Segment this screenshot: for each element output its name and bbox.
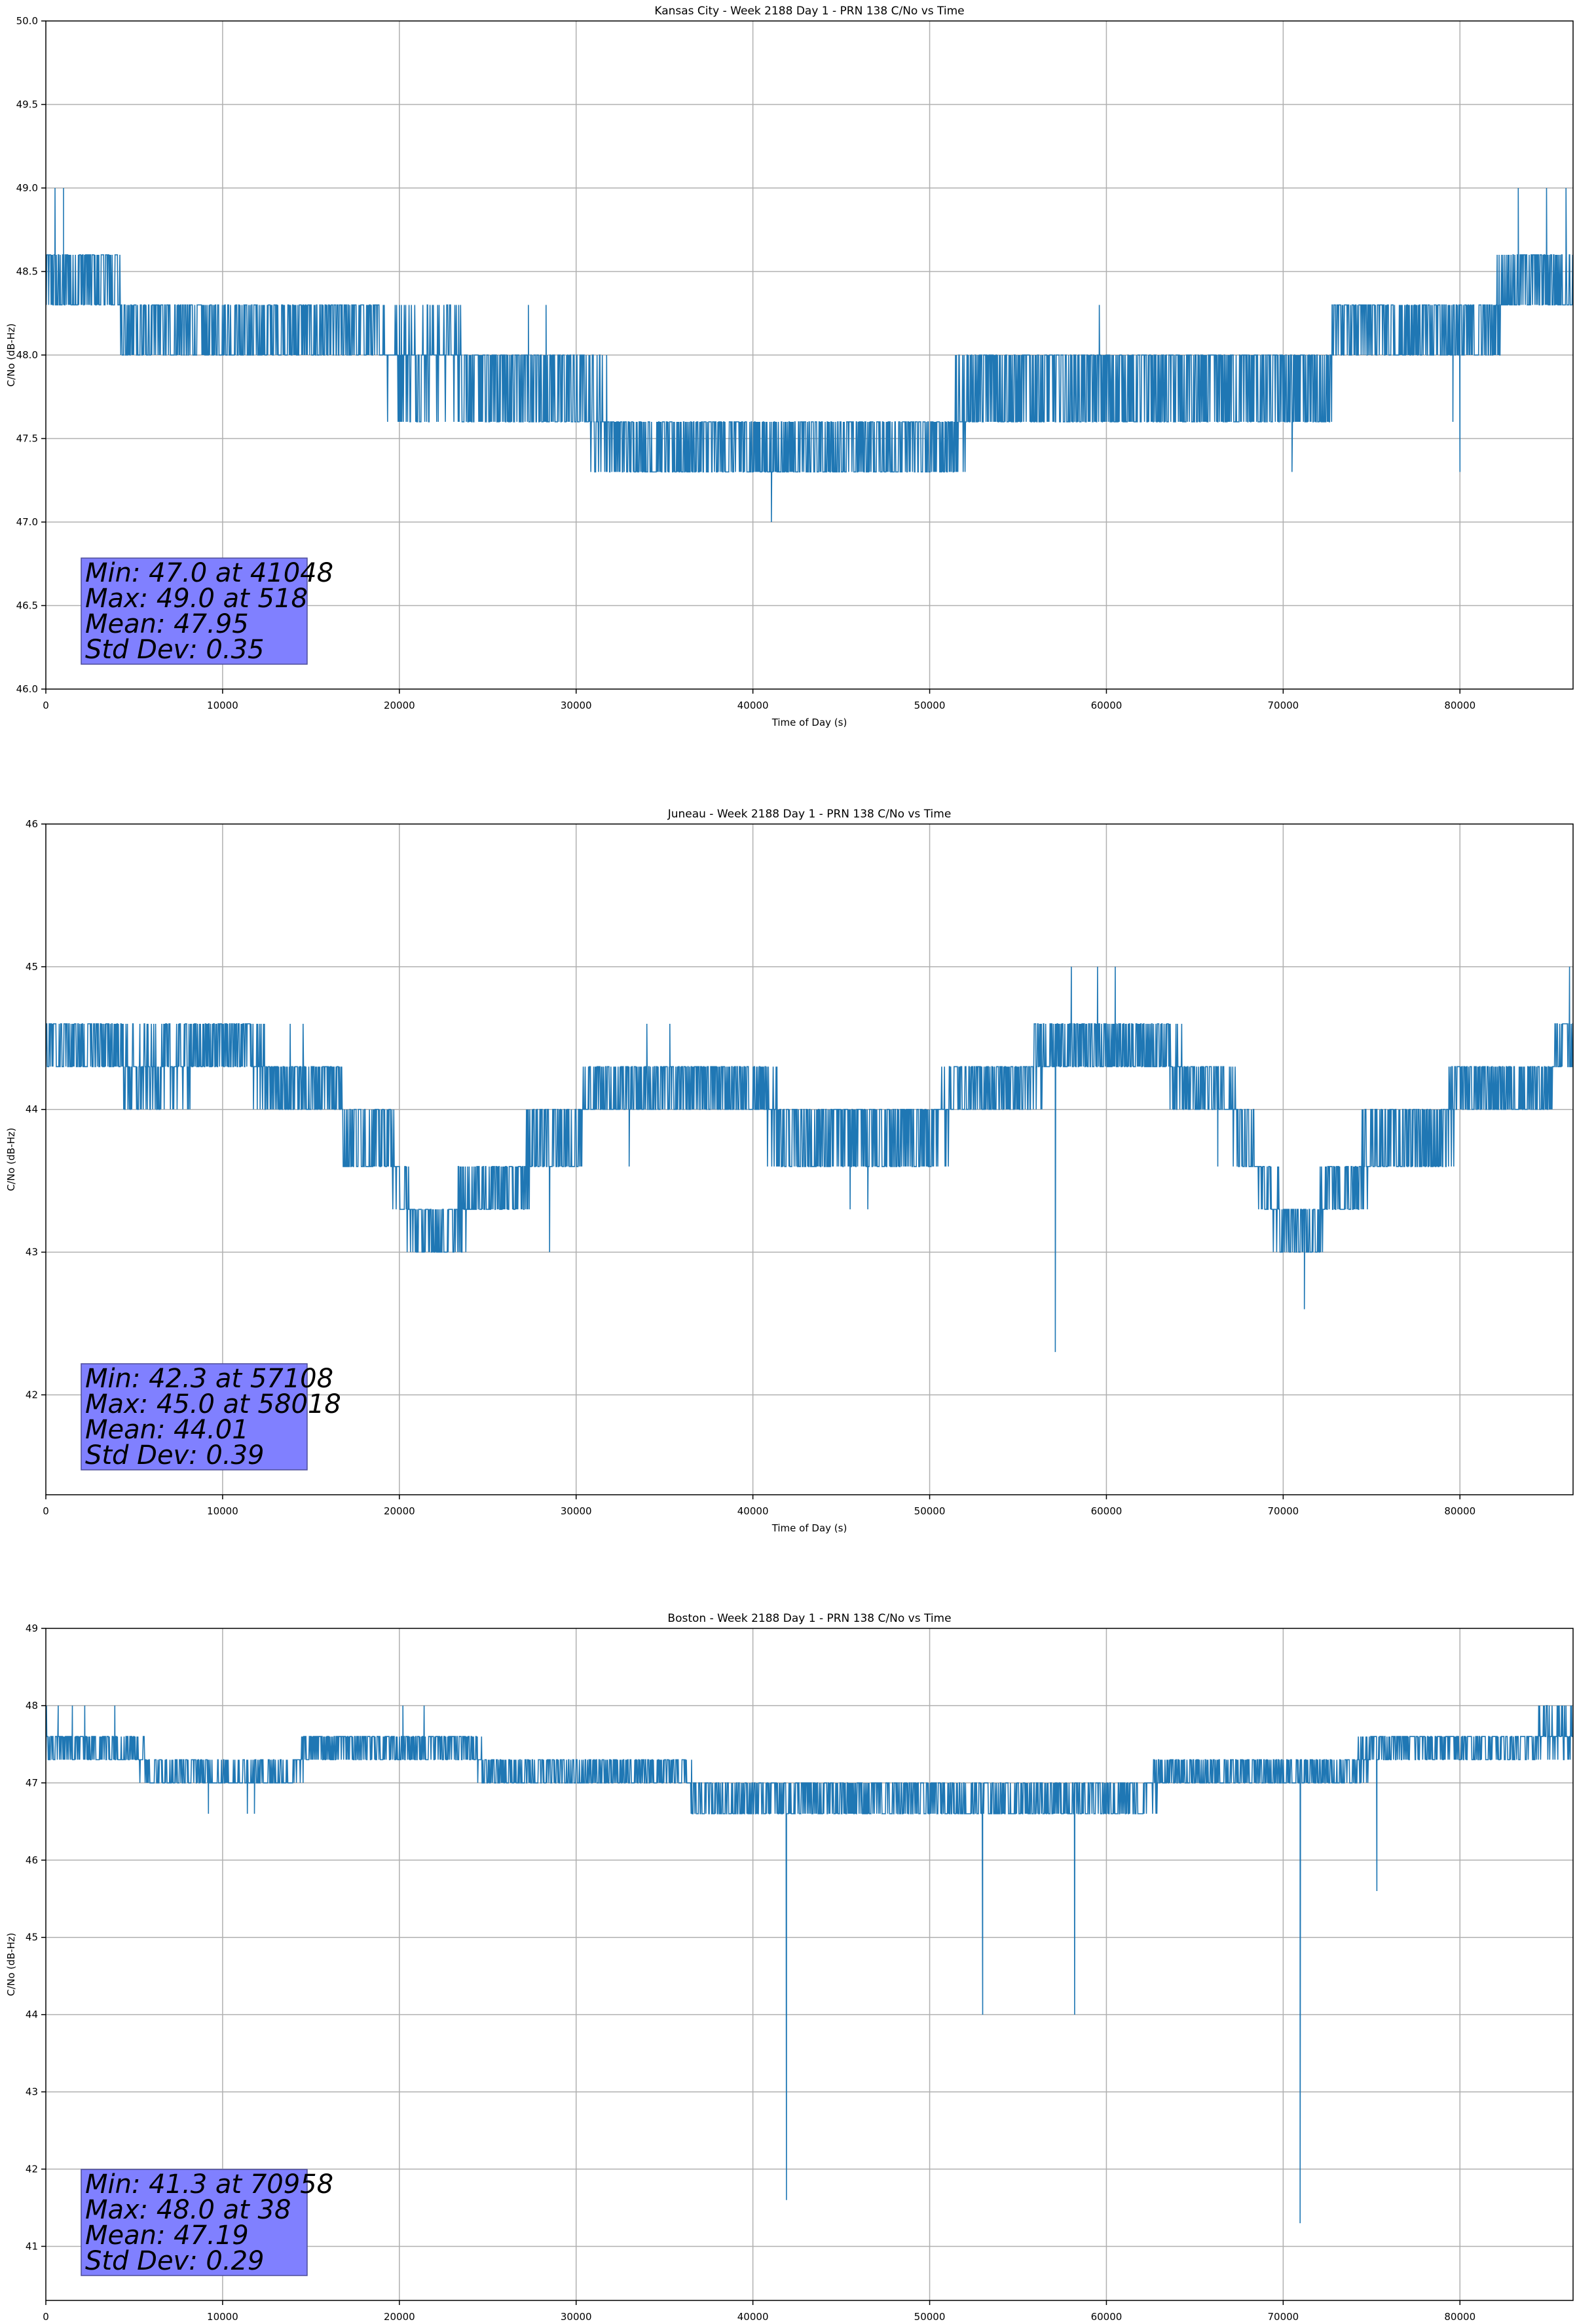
series-line xyxy=(46,966,1573,1353)
x-tick-label: 70000 xyxy=(1267,700,1299,711)
stats-line: Mean: 47.95 xyxy=(85,609,249,639)
plot-frame xyxy=(45,823,1574,1495)
stats-line: Std Dev: 0.35 xyxy=(85,635,265,665)
chart-title: Juneau - Week 2188 Day 1 - PRN 138 C/No … xyxy=(667,808,952,821)
y-tick-label: 49.0 xyxy=(16,182,38,194)
chart-1: 0 10000 20000 30000 40000 50000 60000 70000 8000… xyxy=(5,808,1574,1534)
stats-line: Std Dev: 0.29 xyxy=(85,2246,265,2276)
y-tick-label: 41 xyxy=(26,2240,38,2252)
stats-box xyxy=(81,2169,308,2276)
stats-line: Max: 48.0 at 38 xyxy=(85,2195,291,2225)
y-tick-label: 43 xyxy=(26,2086,38,2098)
y-tick-label: 42 xyxy=(26,2164,38,2175)
stats-line: Mean: 47.19 xyxy=(85,2221,249,2251)
y-axis-label: C/No (dB-Hz) xyxy=(5,1128,17,1191)
chart-2: 0 10000 20000 30000 40000 50000 60000 70000 8000… xyxy=(5,1612,1574,2323)
x-tick-label: 10000 xyxy=(207,2311,238,2323)
x-tick-label: 60000 xyxy=(1091,1505,1122,1517)
x-tick-label: 60000 xyxy=(1091,700,1122,711)
y-tick-label: 43 xyxy=(26,1246,38,1258)
y-tick-label: 44 xyxy=(26,1104,38,1115)
series-line xyxy=(46,187,1573,523)
y-tick-label: 46 xyxy=(26,1854,38,1866)
x-tick-label: 0 xyxy=(43,1505,49,1517)
x-tick-label: 80000 xyxy=(1444,1505,1475,1517)
x-tick-label: 40000 xyxy=(737,1505,769,1517)
y-axis-label: C/No (dB-Hz) xyxy=(5,324,17,387)
y-tick-label: 47.5 xyxy=(16,433,38,445)
y-tick-label: 46 xyxy=(26,818,38,830)
x-tick-label: 30000 xyxy=(561,700,592,711)
x-tick-label: 80000 xyxy=(1444,700,1475,711)
x-axis-label: Time of Day (s) xyxy=(771,717,847,728)
x-tick-label: 20000 xyxy=(384,1505,415,1517)
y-tick-label: 47 xyxy=(26,1777,38,1789)
y-tick-label: 46.5 xyxy=(16,600,38,612)
y-tick-label: 44 xyxy=(26,2009,38,2021)
stats-line: Max: 45.0 at 58018 xyxy=(85,1389,341,1419)
y-tick-label: 46.0 xyxy=(16,683,38,695)
x-tick-label: 20000 xyxy=(384,2311,415,2323)
y-tick-label: 42 xyxy=(26,1389,38,1400)
x-tick-label: 40000 xyxy=(737,2311,769,2323)
y-tick-label: 47.0 xyxy=(16,516,38,528)
x-tick-label: 40000 xyxy=(737,700,769,711)
x-tick-label: 0 xyxy=(43,700,49,711)
stats-line: Std Dev: 0.39 xyxy=(85,1440,265,1471)
series-line xyxy=(46,1705,1573,2224)
y-tick-label: 45 xyxy=(26,1932,38,1943)
y-tick-label: 50.0 xyxy=(16,15,38,27)
y-tick-label: 48.0 xyxy=(16,349,38,361)
x-tick-label: 0 xyxy=(43,2311,49,2323)
x-tick-label: 60000 xyxy=(1091,2311,1122,2323)
x-tick-label: 50000 xyxy=(914,1505,946,1517)
stats-line: Min: 47.0 at 41048 xyxy=(85,558,333,588)
chart-title: Boston - Week 2188 Day 1 - PRN 138 C/No … xyxy=(667,1612,951,1625)
y-axis-label: C/No (dB-Hz) xyxy=(5,1933,17,1996)
x-axis-label: Time of Day (s) xyxy=(771,1522,847,1534)
y-tick-label: 45 xyxy=(26,961,38,973)
x-tick-label: 80000 xyxy=(1444,2311,1475,2323)
y-tick-label: 48 xyxy=(26,1700,38,1712)
x-tick-label: 20000 xyxy=(384,700,415,711)
stats-line: Min: 42.3 at 57108 xyxy=(85,1364,333,1394)
stats-line: Max: 49.0 at 518 xyxy=(85,584,308,614)
stats-box xyxy=(81,557,308,665)
x-tick-label: 30000 xyxy=(561,1505,592,1517)
x-tick-label: 70000 xyxy=(1267,2311,1299,2323)
x-tick-label: 10000 xyxy=(207,700,238,711)
x-tick-label: 10000 xyxy=(207,1505,238,1517)
x-tick-label: 50000 xyxy=(914,2311,946,2323)
y-tick-label: 48.5 xyxy=(16,266,38,278)
chart-0: 0 10000 20000 30000 40000 50000 60000 70000 8000… xyxy=(5,5,1574,728)
y-tick-label: 49.5 xyxy=(16,99,38,111)
plot-frame xyxy=(45,1628,1574,2301)
x-tick-label: 70000 xyxy=(1267,1505,1299,1517)
chart-title: Kansas City - Week 2188 Day 1 - PRN 138 … xyxy=(654,5,964,18)
y-tick-label: 49 xyxy=(26,1622,38,1634)
x-tick-label: 50000 xyxy=(914,700,946,711)
stats-line: Min: 41.3 at 70958 xyxy=(85,2169,333,2200)
stats-box xyxy=(81,1363,308,1471)
stats-line: Mean: 44.01 xyxy=(85,1415,249,1445)
x-tick-label: 30000 xyxy=(561,2311,592,2323)
